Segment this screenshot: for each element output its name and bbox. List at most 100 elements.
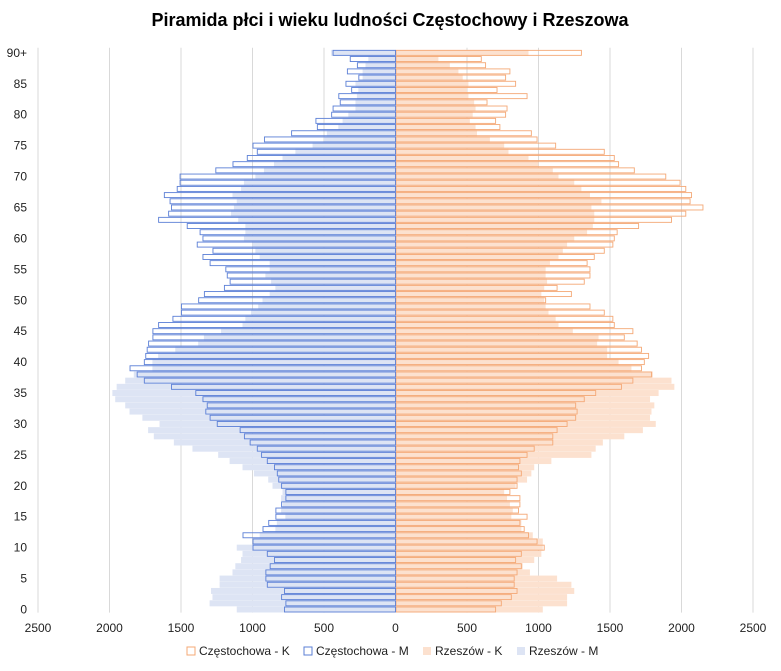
bar-rzeszów-m-age-40: [152, 359, 396, 366]
bar-rzeszów-m-age-17: [282, 501, 396, 508]
legend-swatch: [186, 646, 196, 656]
bar-rzeszów-k-age-52: [395, 284, 545, 291]
bar-częstochowa-m-age-79: [315, 117, 396, 124]
bar-częstochowa-m-age-55: [225, 266, 396, 273]
y-tick-label: 65: [14, 200, 28, 214]
y-tick-label: 55: [14, 262, 28, 276]
bar-częstochowa-m-age-53: [229, 278, 396, 285]
legend-label: Częstochowa - M: [316, 644, 409, 658]
bar-rzeszów-m-age-57: [259, 253, 396, 260]
bar-częstochowa-m-age-12: [242, 532, 396, 539]
bar-częstochowa-m-age-76: [263, 136, 396, 143]
bar-rzeszów-k-age-42: [395, 346, 608, 353]
bar-rzeszów-m-age-65: [233, 204, 396, 211]
bar-częstochowa-k-age-32: [395, 408, 578, 415]
bar-rzeszów-m-age-51: [269, 291, 396, 298]
bar-rzeszów-k-age-87: [395, 68, 459, 75]
bar-rzeszów-k-age-45: [395, 328, 573, 335]
bar-częstochowa-m-age-29: [239, 427, 396, 434]
bar-częstochowa-k-age-39: [395, 365, 642, 372]
bar-rzeszów-k-age-5: [395, 575, 558, 582]
outlined-bars: [129, 49, 704, 613]
bar-rzeszów-m-age-38: [133, 371, 396, 378]
bar-rzeszów-m-age-46: [242, 321, 396, 328]
bar-częstochowa-m-age-1: [285, 600, 396, 607]
x-axis: 2500 2000 1500 1000 500 0 500 1000 1500 2000 2500: [25, 621, 767, 635]
legend-swatch: [303, 646, 313, 656]
bar-częstochowa-k-age-23: [395, 464, 519, 471]
bar-rzeszów-k-age-32: [395, 408, 652, 415]
bar-rzeszów-m-age-37: [125, 377, 396, 384]
bar-rzeszów-m-age-77: [326, 130, 396, 137]
bar-rzeszów-m-age-42: [175, 346, 396, 353]
bar-rzeszów-k-age-8: [395, 557, 535, 564]
bar-rzeszów-m-age-39: [152, 365, 396, 372]
bar-częstochowa-m-age-48: [181, 309, 396, 316]
bar-częstochowa-k-age-45: [395, 328, 634, 335]
bar-rzeszów-m-age-59: [252, 241, 396, 248]
bar-częstochowa-m-age-17: [281, 501, 396, 508]
bar-rzeszów-m-age-35: [112, 390, 396, 397]
bar-rzeszów-k-age-37: [395, 377, 672, 384]
bar-częstochowa-m-age-49: [181, 303, 396, 310]
bar-rzeszów-k-age-55: [395, 266, 546, 273]
bar-częstochowa-k-age-43: [395, 340, 638, 347]
y-tick-label: 80: [14, 108, 28, 122]
y-tick-label: 25: [14, 448, 28, 462]
x-tick-label: 0: [392, 621, 399, 635]
bar-rzeszów-m-age-87: [362, 68, 396, 75]
bar-rzeszów-m-age-60: [243, 235, 396, 242]
bar-częstochowa-m-age-69: [179, 179, 396, 186]
bar-częstochowa-k-age-0: [395, 606, 497, 613]
bar-częstochowa-m-age-88: [356, 62, 396, 69]
bar-częstochowa-k-age-54: [395, 272, 591, 279]
bar-rzeszów-m-age-81: [355, 105, 396, 112]
bar-rzeszów-k-age-16: [395, 507, 513, 514]
bar-częstochowa-k-age-12: [395, 532, 529, 539]
legend-swatch: [517, 647, 525, 655]
bar-częstochowa-m-age-51: [203, 291, 396, 298]
bar-rzeszów-k-age-23: [395, 464, 535, 471]
bar-rzeszów-k-age-64: [395, 210, 595, 217]
bar-częstochowa-k-age-24: [395, 458, 521, 465]
bar-rzeszów-k-age-17: [395, 501, 510, 508]
bar-rzeszów-k-age-57: [395, 253, 559, 260]
bar-częstochowa-m-age-15: [275, 513, 396, 520]
bar-częstochowa-m-age-8: [274, 557, 396, 563]
bar-rzeszów-m-age-63: [238, 216, 396, 223]
bar-częstochowa-k-age-36: [395, 383, 622, 390]
bar-częstochowa-m-age-19: [285, 489, 396, 495]
bar-rzeszów-m-age-64: [231, 210, 396, 217]
bar-częstochowa-m-age-90: [332, 49, 396, 56]
bar-częstochowa-k-age-52: [395, 284, 558, 291]
bar-częstochowa-m-age-82: [339, 99, 396, 106]
bar-częstochowa-m-age-2: [281, 594, 396, 601]
bar-rzeszów-m-age-75: [312, 142, 396, 149]
bar-rzeszów-k-age-15: [395, 513, 512, 520]
bar-rzeszów-m-age-10: [236, 544, 396, 551]
bar-częstochowa-m-age-70: [179, 173, 396, 180]
bar-rzeszów-m-age-30: [159, 420, 396, 427]
bar-rzeszów-m-age-76: [324, 136, 396, 143]
bar-częstochowa-k-age-66: [395, 198, 691, 205]
bar-częstochowa-k-age-31: [395, 414, 577, 421]
bar-częstochowa-m-age-68: [176, 185, 396, 192]
bar-częstochowa-m-age-35: [195, 390, 396, 396]
bar-rzeszów-k-age-56: [395, 260, 550, 267]
bar-rzeszów-m-age-58: [255, 247, 396, 254]
bar-częstochowa-k-age-14: [395, 519, 521, 526]
bar-rzeszów-m-age-12: [259, 532, 396, 539]
bar-częstochowa-k-age-77: [395, 130, 532, 137]
bar-rzeszów-k-age-33: [395, 402, 655, 409]
bar-rzeszów-m-age-6: [232, 569, 396, 576]
bar-częstochowa-k-age-58: [395, 247, 605, 254]
bar-rzeszów-m-age-44: [203, 334, 396, 341]
bar-rzeszów-k-age-27: [395, 439, 603, 446]
bar-rzeszów-k-age-65: [395, 204, 592, 211]
bar-częstochowa-k-age-30: [395, 421, 568, 427]
bar-rzeszów-k-age-14: [395, 519, 522, 526]
bar-częstochowa-m-age-67: [163, 192, 396, 199]
bar-częstochowa-k-age-25: [395, 451, 528, 458]
bar-rzeszów-m-age-70: [255, 173, 396, 180]
bar-częstochowa-m-age-64: [168, 210, 396, 217]
